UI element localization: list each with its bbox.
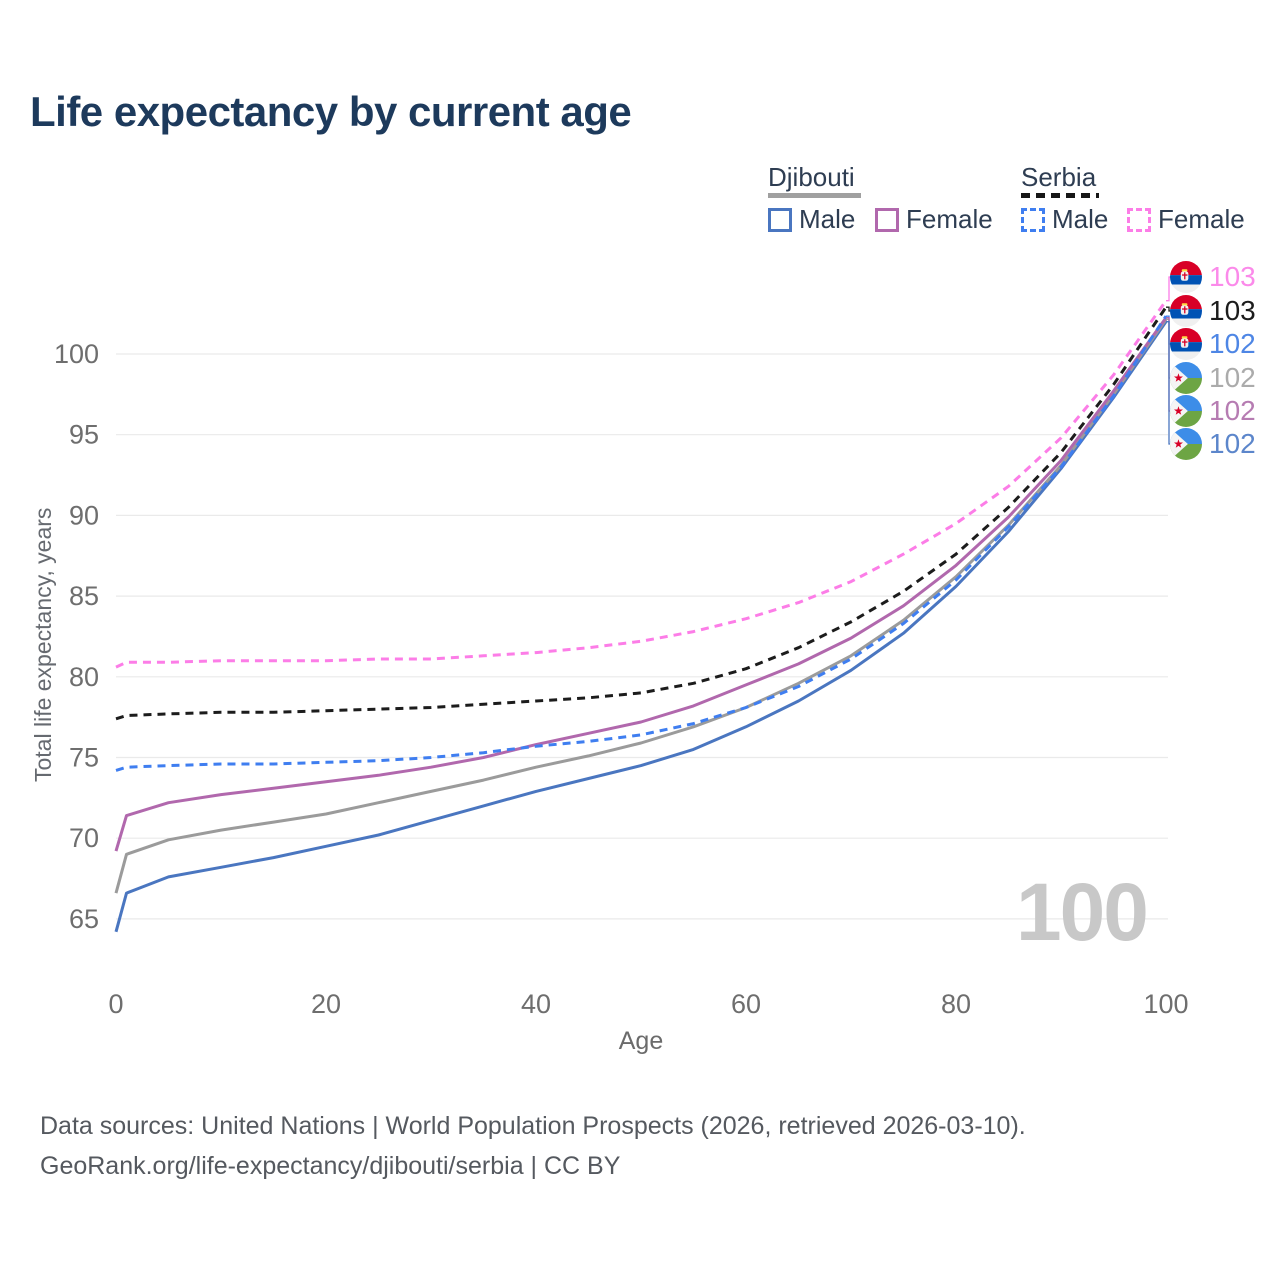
legend-label: Female [1158,204,1245,234]
legend-item-serbia-male[interactable]: Male [1021,204,1108,235]
y-tick-label: 90 [69,500,99,530]
djibouti-flag-icon [1170,362,1202,394]
endpoint-label-djibouti-male: 102 [1170,427,1256,461]
endpoint-value: 103 [1209,295,1256,326]
djibouti-flag-icon [1170,395,1202,427]
djibouti-male-swatch-icon [768,207,792,232]
x-tick-label: 60 [731,989,761,1019]
serbia-flag-icon [1170,295,1202,327]
legend-group-serbia-header: Serbia [1021,162,1097,192]
x-tick-label: 20 [311,989,341,1019]
series-line-serbia_male [115,315,1168,772]
x-tick-label: 40 [521,989,551,1019]
legend-label: Male [799,204,856,234]
y-tick-label: 65 [69,904,99,934]
djibouti-flag-icon [1170,428,1202,460]
x-axis-title: Age [618,1027,664,1055]
x-tick-label: 0 [108,989,123,1019]
y-tick-label: 100 [54,339,99,369]
source-link-line: GeoRank.org/life-expectancy/djibouti/ser… [40,1152,621,1180]
series-line-djibouti_female [114,316,1168,852]
series-line-djibouti_all [114,318,1168,894]
endpoint-label-serbia-male: 102 [1170,327,1256,361]
serbia-dashed-line-swatch [1021,193,1099,198]
data-source-note: Data sources: United Nations | World Pop… [40,1106,1026,1186]
endpoint-value: 102 [1209,362,1256,393]
djibouti-solid-line-swatch [768,193,861,198]
y-tick-label: 80 [69,662,99,692]
djibouti-female-swatch-icon [875,207,899,232]
endpoint-label-serbia-all: 103 [1170,294,1256,328]
serbia-male-swatch-icon [1021,207,1045,232]
x-tick-label: 80 [941,989,971,1019]
source-line: Data sources: United Nations | World Pop… [40,1112,1026,1140]
serbia-female-swatch-icon [1127,207,1151,232]
legend-item-serbia-female[interactable]: Female [1127,204,1245,235]
endpoint-value: 102 [1209,328,1256,359]
y-axis-title: Total life expectancy, years [30,507,56,782]
series-line-serbia_all [115,306,1168,721]
legend-label: Female [906,204,993,234]
serbia-flag-icon [1170,261,1202,293]
series-line-djibouti_male [114,320,1168,933]
endpoint-value: 102 [1209,395,1256,426]
serbia-flag-icon [1170,328,1202,360]
page-title: Life expectancy by current age [30,88,632,135]
legend-item-djibouti-female[interactable]: Female [875,204,993,235]
legend-group-djibouti-header: Djibouti [768,162,855,192]
series-line-serbia_female [115,299,1168,669]
endpoint-value: 103 [1209,261,1256,292]
endpoint-label-djibouti-all: 102 [1170,361,1256,395]
y-tick-label: 85 [69,581,99,611]
endpoint-value: 102 [1209,428,1256,459]
age-counter-watermark: 100 [1016,867,1149,958]
endpoint-label-serbia-female: 103 [1170,260,1256,294]
endpoint-label-djibouti-female: 102 [1170,394,1256,428]
legend-label: Male [1052,204,1109,234]
x-tick-label: 100 [1143,989,1188,1019]
y-tick-label: 75 [69,743,99,773]
y-tick-label: 70 [69,823,99,853]
y-tick-label: 95 [69,420,99,450]
legend-item-djibouti-male[interactable]: Male [768,204,855,235]
